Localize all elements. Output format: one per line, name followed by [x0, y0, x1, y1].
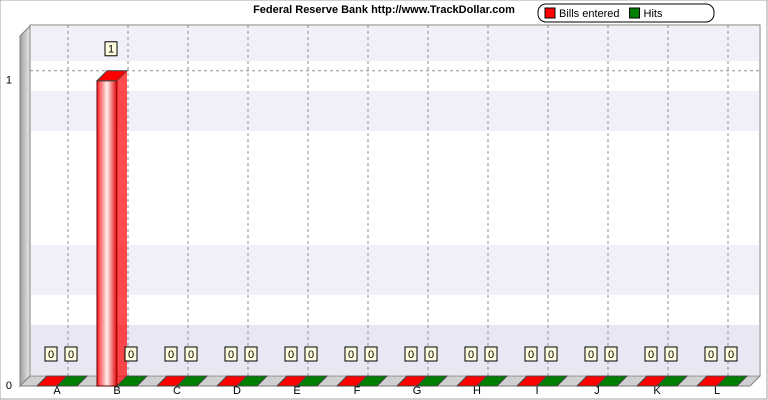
value-label: 0 [228, 349, 234, 361]
value-label-box [184, 346, 198, 362]
x-tick-label: J [594, 385, 600, 397]
value-label: 0 [468, 349, 474, 361]
value-label: 0 [428, 349, 434, 361]
value-label: 0 [668, 349, 674, 361]
y-tick-label: 1 [6, 75, 12, 87]
x-tick-label: K [653, 385, 661, 397]
value-label: 0 [188, 349, 194, 361]
x-tick-label: F [354, 385, 361, 397]
value-label: 0 [528, 349, 534, 361]
value-label-box [524, 346, 538, 362]
value-label-box [544, 346, 558, 362]
value-label: 0 [548, 349, 554, 361]
value-label-box [584, 346, 598, 362]
value-label-box [284, 346, 298, 362]
value-label-box [364, 346, 378, 362]
value-label: 0 [368, 349, 374, 361]
value-label: 0 [48, 349, 54, 361]
x-tick-label: B [113, 385, 120, 397]
band [31, 245, 759, 295]
value-label-box [44, 346, 58, 362]
bar-side [117, 70, 127, 387]
band [31, 325, 759, 375]
x-tick-label: G [413, 385, 422, 397]
value-label-box [644, 346, 658, 362]
value-label: 0 [728, 349, 734, 361]
side-wall [19, 24, 31, 388]
x-tick-label: H [473, 385, 481, 397]
legend-label: Hits [644, 8, 663, 20]
value-label-box [604, 346, 618, 362]
legend-swatch [544, 7, 556, 19]
value-label: 0 [488, 349, 494, 361]
chart-title: Federal Reserve Bank http://www.TrackDol… [253, 4, 515, 16]
x-tick-label: L [714, 385, 720, 397]
value-label: 0 [248, 349, 254, 361]
value-label-box [244, 346, 258, 362]
value-label-box [124, 346, 138, 362]
value-label-box [424, 346, 438, 362]
value-label: 0 [588, 349, 594, 361]
x-tick-label: I [535, 385, 538, 397]
value-label-box [224, 346, 238, 362]
value-label-box [104, 41, 118, 57]
value-label: 0 [648, 349, 654, 361]
value-label: 0 [608, 349, 614, 361]
x-tick-label: D [233, 385, 241, 397]
x-tick-label: C [173, 385, 181, 397]
value-label-box [404, 346, 418, 362]
value-label-box [484, 346, 498, 362]
value-label: 0 [308, 349, 314, 361]
value-label: 0 [288, 349, 294, 361]
band [31, 26, 759, 61]
back-wall [29, 24, 761, 377]
band [31, 91, 759, 131]
value-label: 0 [708, 349, 714, 361]
x-tick-label: E [293, 385, 300, 397]
value-label-box [64, 346, 78, 362]
x-tick-label: A [53, 385, 61, 397]
y-tick-label: 0 [6, 380, 12, 392]
value-label: 0 [128, 349, 134, 361]
value-label-box [724, 346, 738, 362]
value-label: 0 [168, 349, 174, 361]
value-label-box [344, 346, 358, 362]
value-label-box [664, 346, 678, 362]
legend: Bills entered Hits [537, 3, 715, 23]
value-label: 0 [348, 349, 354, 361]
value-label: 1 [108, 44, 114, 56]
value-label: 0 [408, 349, 414, 361]
bar [96, 80, 118, 387]
value-label-box [304, 346, 318, 362]
legend-swatch [629, 7, 641, 19]
legend-label: Bills entered [559, 8, 620, 20]
value-label-box [704, 346, 718, 362]
value-label: 0 [68, 349, 74, 361]
value-label-box [464, 346, 478, 362]
value-label-box [164, 346, 178, 362]
